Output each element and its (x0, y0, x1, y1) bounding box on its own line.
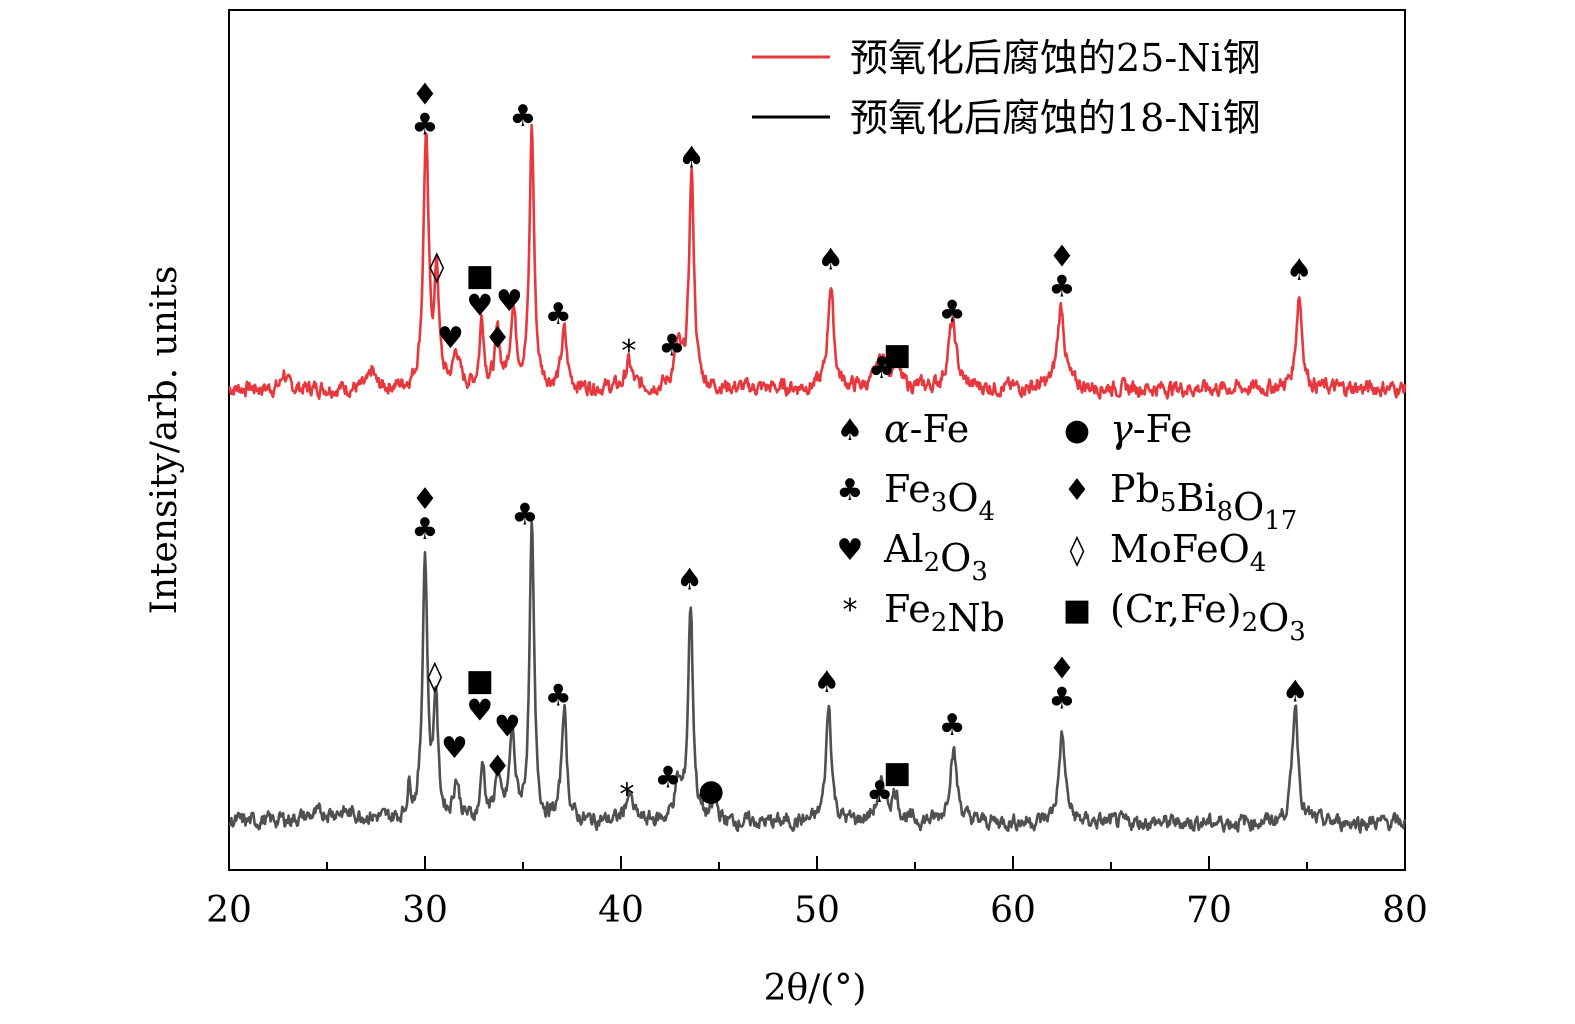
phase-legend-label: α-Fe (884, 407, 969, 451)
series-line-18ni (228, 520, 1407, 834)
phase-legend-symbol: ◊ (1070, 533, 1085, 568)
phase-legend-label: (Cr,Fe)2O3 (1110, 587, 1306, 647)
peak-marker: ♥ (466, 693, 493, 728)
peak-marker: ♣ (510, 99, 537, 134)
peak-marker: ● (698, 773, 724, 808)
x-tick-label: 60 (990, 890, 1036, 931)
peak-marker: ♦ (1049, 651, 1076, 686)
peak-marker: * (621, 334, 636, 369)
series-line-25ni (228, 123, 1407, 400)
phase-legend-symbol: ♠ (837, 413, 864, 448)
x-axis-title: 2θ/(°) (764, 968, 867, 1009)
peak-marker: ♣ (655, 760, 682, 795)
peak-marker: ♣ (545, 679, 572, 714)
peak-marker: ♣ (659, 329, 686, 364)
peak-marker: ♣ (512, 497, 539, 532)
legend-label-18ni: 预氧化后腐蚀的18-Ni钢 (850, 96, 1261, 140)
peak-marker: ◊ (429, 250, 444, 285)
series-layer (228, 123, 1407, 834)
x-tick-label: 40 (598, 890, 644, 931)
peak-marker: ■ (466, 258, 494, 293)
peak-marker: ♦ (412, 482, 439, 517)
peak-marker: ♦ (484, 749, 511, 784)
x-tick-label: 50 (794, 890, 840, 931)
phase-legend-label: Al2O3 (883, 527, 988, 587)
peak-marker: * (619, 778, 634, 813)
phase-legend-symbol: ♦ (1064, 473, 1091, 508)
peak-marker: ♥ (437, 321, 464, 356)
x-tick-label: 80 (1382, 890, 1428, 931)
axis-ticks: 20 30 40 50 60 70 80 (206, 856, 1428, 931)
peak-marker: ♠ (1282, 674, 1309, 709)
phase-legend-label: γ-Fe (1110, 407, 1192, 451)
peak-marker: ♣ (1049, 269, 1076, 304)
peak-marker: ♥ (496, 284, 523, 319)
peak-marker: ♠ (813, 665, 840, 700)
peak-markers: ♦♣◊♥■♥♦♥♣♣* ♣♠♠♣■♣♦♣ ♠♦♣◊♥■♥♦♥♣♣* ♣ ●♠♠♣■♣♦♣… (412, 78, 1313, 813)
phase-legend-symbol: ● (1064, 413, 1090, 448)
peak-marker: ♥ (441, 731, 468, 766)
peak-marker: ♠ (676, 563, 703, 598)
phase-legend-label: Fe2Nb (884, 587, 1005, 640)
legend-label-25ni: 预氧化后腐蚀的25-Ni钢 (850, 36, 1261, 80)
phase-legend-label: MoFeO4 (1110, 527, 1266, 578)
x-tick-label: 70 (1186, 890, 1232, 931)
peak-marker: ♣ (412, 512, 439, 547)
peak-marker: ♣ (866, 775, 893, 810)
peak-marker: ♠ (678, 140, 705, 175)
peak-marker: ♥ (494, 710, 521, 745)
series-legend: 预氧化后腐蚀的25-Ni钢 预氧化后腐蚀的18-Ni钢 (752, 36, 1261, 140)
peak-marker: ♦ (412, 78, 439, 113)
x-tick-label: 20 (206, 890, 252, 931)
peak-marker: ◊ (427, 659, 442, 694)
phase-legend-label: Fe3O4 (884, 467, 995, 527)
peak-marker: ♣ (412, 108, 439, 143)
peak-marker: ♦ (484, 321, 511, 356)
phase-legend-symbol: ♥ (837, 533, 864, 568)
phase-legend-symbol: ♣ (837, 473, 864, 508)
phase-legend-symbol: * (843, 593, 858, 628)
peak-marker: ♣ (1049, 681, 1076, 716)
peak-marker: ♣ (545, 297, 572, 332)
y-axis-title: Intensity/arb. units (144, 266, 185, 615)
peak-marker: ♣ (939, 708, 966, 743)
peak-marker: ♦ (1049, 239, 1076, 274)
phase-legend-label: Pb5Bi8O17 (1110, 467, 1297, 536)
peak-marker: ■ (883, 337, 911, 372)
peak-marker: ■ (883, 755, 911, 790)
peak-marker: ♥ (466, 288, 493, 323)
peak-marker: ♣ (868, 351, 895, 386)
phase-legend-symbol: ■ (1063, 593, 1091, 628)
x-tick-label: 30 (402, 890, 448, 931)
peak-marker: ■ (466, 663, 494, 698)
peak-marker: ♣ (939, 294, 966, 329)
peak-marker: ♠ (1286, 253, 1313, 288)
peak-marker: ♠ (817, 243, 844, 278)
phase-legend: ♠ α-Fe ♣ Fe3O4 ♥ Al2O3 * Fe2Nb ● γ-Fe ♦ Pb5Bi8O17 ◊ M… (837, 407, 1306, 647)
